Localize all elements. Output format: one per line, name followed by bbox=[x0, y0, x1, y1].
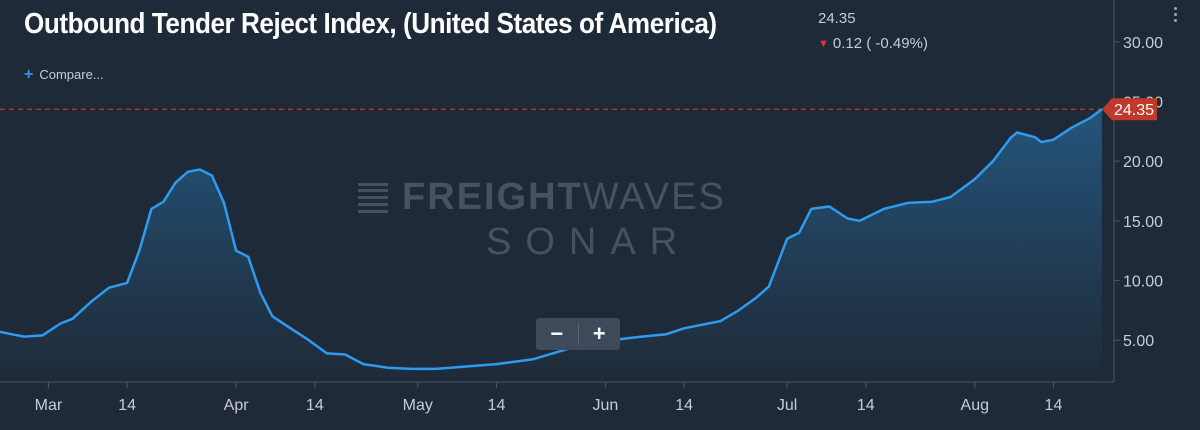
kebab-menu-icon[interactable] bbox=[1170, 4, 1180, 26]
last-value-badge bbox=[1102, 98, 1157, 121]
x-tick-label: Mar bbox=[35, 397, 63, 414]
plus-icon: + bbox=[24, 66, 34, 83]
series-line[interactable] bbox=[0, 108, 1103, 371]
y-tick-label: 30.00 bbox=[1123, 35, 1163, 52]
y-tick-label: 20.00 bbox=[1123, 154, 1163, 171]
y-tick-label: 15.00 bbox=[1123, 214, 1163, 231]
x-tick-label: Jun bbox=[593, 397, 619, 414]
x-tick-label: Aug bbox=[961, 397, 989, 414]
y-tick-label: 10.00 bbox=[1123, 274, 1163, 291]
x-tick-label: 14 bbox=[118, 397, 136, 414]
x-tick-label: 14 bbox=[488, 397, 506, 414]
y-tick-label: 5.00 bbox=[1123, 333, 1154, 350]
x-tick-label: 14 bbox=[306, 397, 324, 414]
x-tick-label: May bbox=[403, 397, 433, 414]
series-area bbox=[0, 109, 1102, 382]
zoom-out-button[interactable]: − bbox=[550, 321, 564, 346]
x-tick-label: 14 bbox=[1045, 397, 1063, 414]
last-value-text: 24.35 bbox=[818, 10, 856, 27]
compare-label: Compare... bbox=[39, 67, 104, 82]
x-tick-label: 14 bbox=[675, 397, 693, 414]
last-value-marker: 24.35 bbox=[1102, 98, 1157, 121]
zoom-in-button[interactable]: + bbox=[592, 321, 606, 346]
last-value-badge-label: 24.35 bbox=[1114, 102, 1154, 119]
change-text: ▼ 0.12 ( -0.49%) bbox=[818, 35, 928, 52]
compare-button[interactable]: + Compare... bbox=[24, 66, 104, 84]
chart-title: Outbound Tender Reject Index, (United St… bbox=[24, 8, 717, 40]
x-tick-label: Apr bbox=[224, 397, 250, 414]
zoom-divider bbox=[577, 323, 579, 345]
x-axis: Mar 14 Apr 14 May 14 Jun 14 Jul 14 Aug 14 bbox=[35, 382, 1063, 414]
x-tick-label: 14 bbox=[857, 397, 875, 414]
zoom-controls: − + bbox=[536, 318, 620, 350]
change-value: 0.12 ( -0.49%) bbox=[832, 35, 928, 52]
x-tick-label: Jul bbox=[777, 397, 797, 414]
arrow-down-icon: ▼ bbox=[818, 38, 829, 50]
